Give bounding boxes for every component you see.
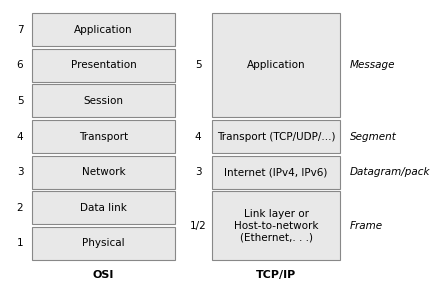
- Text: Application: Application: [247, 60, 305, 70]
- FancyBboxPatch shape: [212, 120, 340, 153]
- Text: 2: 2: [17, 203, 23, 213]
- Text: Internet (IPv4, IPv6): Internet (IPv4, IPv6): [224, 167, 328, 177]
- Text: 5: 5: [17, 96, 23, 106]
- Text: Frame: Frame: [350, 221, 383, 231]
- Text: Transport (TCP/UDP/...): Transport (TCP/UDP/...): [217, 131, 335, 141]
- Text: Network: Network: [82, 167, 125, 177]
- Text: 4: 4: [195, 131, 201, 141]
- Text: 3: 3: [17, 167, 23, 177]
- Text: Data link: Data link: [80, 203, 127, 213]
- Text: Physical: Physical: [82, 239, 125, 249]
- FancyBboxPatch shape: [32, 49, 175, 82]
- FancyBboxPatch shape: [32, 13, 175, 46]
- FancyBboxPatch shape: [212, 13, 340, 117]
- FancyBboxPatch shape: [32, 191, 175, 224]
- Text: Segment: Segment: [350, 131, 397, 141]
- Text: Transport: Transport: [79, 131, 128, 141]
- Text: Message: Message: [350, 60, 396, 70]
- FancyBboxPatch shape: [212, 156, 340, 189]
- Text: OSI: OSI: [93, 270, 114, 280]
- Text: 1/2: 1/2: [190, 221, 206, 231]
- FancyBboxPatch shape: [32, 227, 175, 260]
- FancyBboxPatch shape: [32, 84, 175, 117]
- FancyBboxPatch shape: [32, 156, 175, 189]
- Text: TCP/IP: TCP/IP: [256, 270, 296, 280]
- FancyBboxPatch shape: [212, 191, 340, 260]
- Text: Presentation: Presentation: [71, 60, 136, 70]
- Text: Application: Application: [74, 25, 133, 34]
- Text: Session: Session: [83, 96, 123, 106]
- FancyBboxPatch shape: [32, 120, 175, 153]
- Text: 1: 1: [17, 239, 23, 249]
- Text: Link layer or
Host-to-network
(Ethernet,. . .): Link layer or Host-to-network (Ethernet,…: [234, 209, 318, 242]
- Text: 7: 7: [17, 25, 23, 34]
- Text: 5: 5: [195, 60, 201, 70]
- Text: 4: 4: [17, 131, 23, 141]
- Text: 6: 6: [17, 60, 23, 70]
- Text: Datagram/packet: Datagram/packet: [350, 167, 430, 177]
- Text: 3: 3: [195, 167, 201, 177]
